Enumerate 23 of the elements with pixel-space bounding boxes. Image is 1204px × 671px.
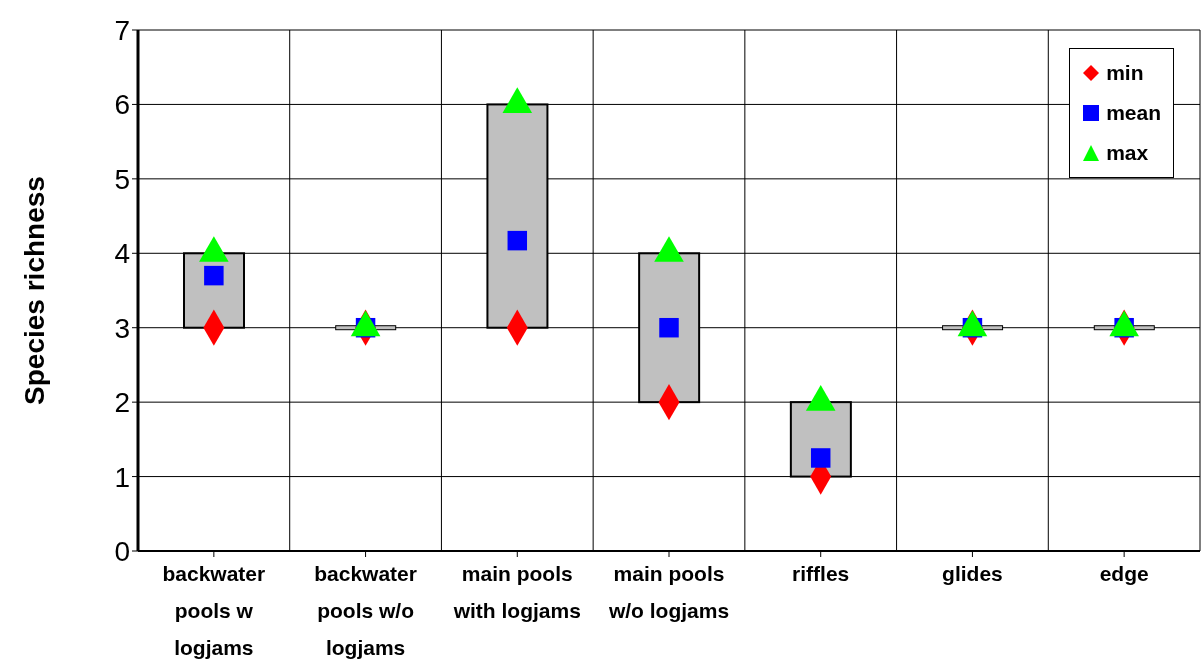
- x-tick-label: main pools with logjams: [452, 562, 581, 622]
- y-tick-label: 5: [114, 163, 130, 195]
- x-tick-label: edge: [1099, 562, 1149, 585]
- y-axis-title: Species richness: [18, 176, 50, 405]
- point: [507, 230, 528, 251]
- y-tick-label: 7: [114, 14, 130, 46]
- x-tick-label: main pools w/o logjams: [607, 562, 730, 622]
- x-tick-label: glides: [942, 562, 1003, 585]
- y-tick-label: 6: [114, 89, 130, 121]
- x-tick-label: riffles: [792, 562, 850, 585]
- x-tick-label: backwater pools w/o logjams: [314, 562, 417, 659]
- y-tick-label: 1: [114, 461, 130, 493]
- point: [659, 317, 679, 338]
- x-tick-label: backwater pools w logjams: [162, 562, 266, 659]
- y-tick-label: 4: [114, 238, 130, 270]
- legend-label: mean: [1106, 100, 1161, 126]
- legend-label: max: [1106, 140, 1149, 166]
- legend-label: min: [1106, 60, 1144, 86]
- y-tick-label: 3: [114, 312, 130, 344]
- y-tick-label: 2: [114, 387, 130, 419]
- point: [810, 448, 831, 468]
- point: [204, 265, 224, 286]
- y-tick-label: 0: [114, 535, 130, 567]
